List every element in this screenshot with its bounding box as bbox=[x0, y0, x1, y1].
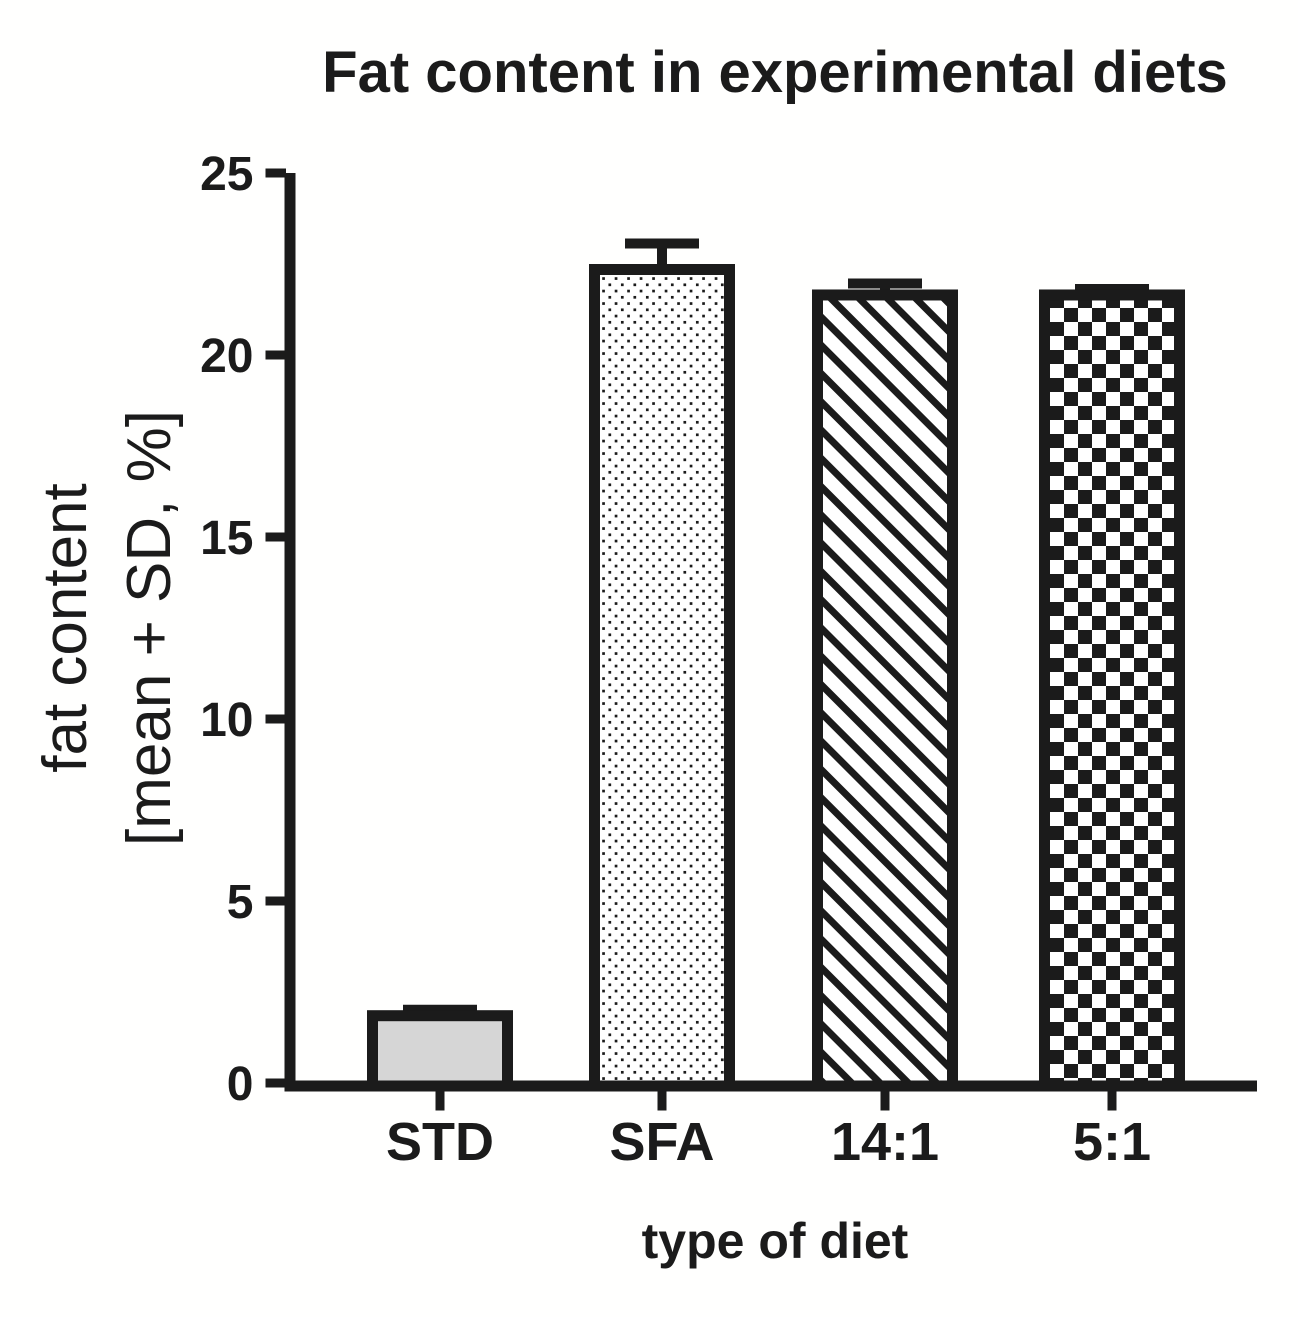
category-label-14-1: 14:1 bbox=[831, 1112, 939, 1172]
bar-5-1 bbox=[1039, 289, 1185, 1092]
chart-title: Fat content in experimental diets bbox=[322, 40, 1228, 105]
category-label-5-1: 5:1 bbox=[1073, 1112, 1151, 1172]
bar-sfa bbox=[589, 264, 735, 1092]
bar-std bbox=[367, 1010, 513, 1092]
y-axis-label-line1: fat content bbox=[31, 483, 100, 773]
y-tick-label: 0 bbox=[227, 1058, 254, 1111]
category-label-sfa: SFA bbox=[609, 1112, 714, 1172]
bars bbox=[367, 238, 1185, 1092]
y-tick-label: 20 bbox=[200, 330, 253, 383]
bar-14-1 bbox=[812, 289, 958, 1092]
y-tick-label: 15 bbox=[200, 512, 253, 565]
y-tick-label: 25 bbox=[200, 148, 253, 201]
tick-labels: 0 5 10 15 20 25 STD SFA 14:1 5:1 bbox=[200, 148, 1151, 1172]
category-label-std: STD bbox=[386, 1112, 494, 1172]
x-axis-label: type of diet bbox=[642, 1213, 909, 1269]
y-axis-label-line2: [mean + SD, %] bbox=[115, 410, 184, 846]
y-tick-label: 10 bbox=[200, 694, 253, 747]
y-tick-label: 5 bbox=[227, 876, 254, 929]
